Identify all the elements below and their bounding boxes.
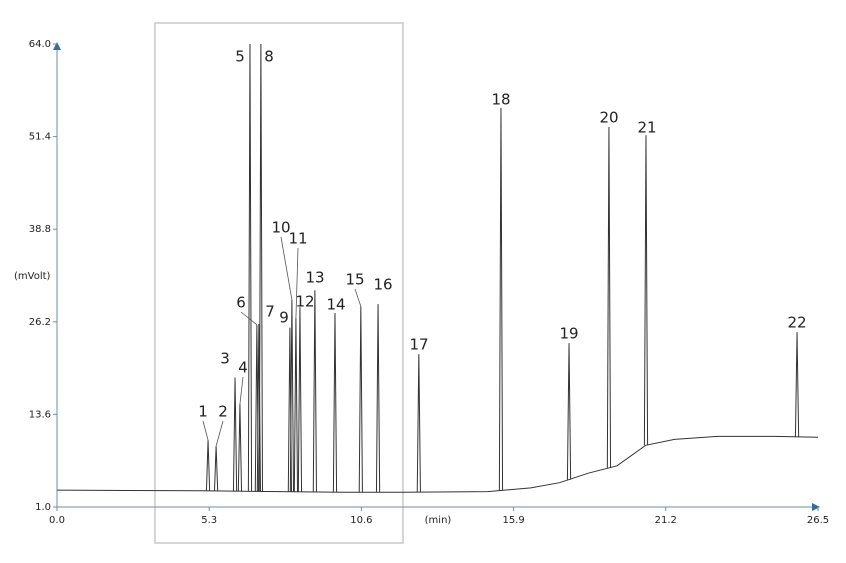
peak <box>794 332 800 437</box>
x-tick-label: 10.6 <box>350 515 372 526</box>
peak-label: 18 <box>491 91 510 109</box>
peak-label: 11 <box>288 230 307 248</box>
x-tick-label: 21.2 <box>655 515 677 526</box>
peak-label: 4 <box>238 359 248 377</box>
peak <box>643 135 649 446</box>
peak-label: 7 <box>265 303 275 321</box>
peak-label: 20 <box>599 109 618 127</box>
x-axis-arrow <box>812 503 820 511</box>
peak <box>297 307 303 492</box>
y-tick-label: 51.4 <box>29 132 51 143</box>
peak-label: 2 <box>218 403 228 421</box>
peak-label: 5 <box>235 48 245 66</box>
leader-line <box>202 420 209 441</box>
peak <box>247 43 253 492</box>
peak-label: 14 <box>326 296 345 314</box>
y-tick-label: 26.2 <box>29 317 51 328</box>
leader-line <box>215 420 224 447</box>
x-tick-label: 15.9 <box>502 515 524 526</box>
peak-label: 3 <box>220 350 230 368</box>
peak <box>606 127 612 468</box>
peak-label: 17 <box>409 336 428 354</box>
y-tick-label: 1.0 <box>35 502 51 513</box>
peak-label: 13 <box>305 269 324 287</box>
peak-label: 15 <box>345 271 364 289</box>
y-tick-label: 38.8 <box>29 224 51 235</box>
leader-line <box>354 288 362 307</box>
x-tick-label: 26.5 <box>807 515 829 526</box>
leader-line <box>280 236 293 300</box>
peak <box>566 343 572 480</box>
baseline-trace <box>56 435 819 493</box>
y-tick-label: 13.6 <box>29 409 51 420</box>
peak <box>237 404 243 492</box>
peak <box>232 377 238 492</box>
leader-line <box>295 247 299 319</box>
peak-label: 16 <box>373 276 392 294</box>
peak-label: 1 <box>198 403 208 421</box>
peak <box>416 354 421 493</box>
peak-label: 6 <box>236 294 246 312</box>
peak-label: 9 <box>279 309 289 327</box>
leader-line <box>239 376 244 405</box>
leader-line <box>240 311 258 326</box>
peak-label: 19 <box>559 325 578 343</box>
peak <box>498 107 504 491</box>
selection-box <box>154 22 404 544</box>
peak <box>312 290 317 493</box>
peak <box>205 440 211 491</box>
peak-label: 21 <box>637 119 656 137</box>
peak <box>293 318 299 492</box>
y-axis-label: (mVolt) <box>14 271 51 282</box>
peak-label: 10 <box>271 219 290 237</box>
x-tick-label: 5.3 <box>201 515 217 526</box>
peak-label: 8 <box>264 48 274 66</box>
peak <box>332 312 338 493</box>
x-tick-label: 0.0 <box>49 515 65 526</box>
peak <box>213 445 219 492</box>
peak <box>289 299 295 492</box>
peak <box>258 43 263 492</box>
peak <box>375 304 381 493</box>
x-axis-label: (min) <box>425 515 452 526</box>
y-tick-label: 64.0 <box>29 39 51 50</box>
peak <box>358 306 363 493</box>
peak-label: 22 <box>787 314 806 332</box>
peak-label: 12 <box>295 293 314 311</box>
y-axis-arrow <box>53 42 61 50</box>
